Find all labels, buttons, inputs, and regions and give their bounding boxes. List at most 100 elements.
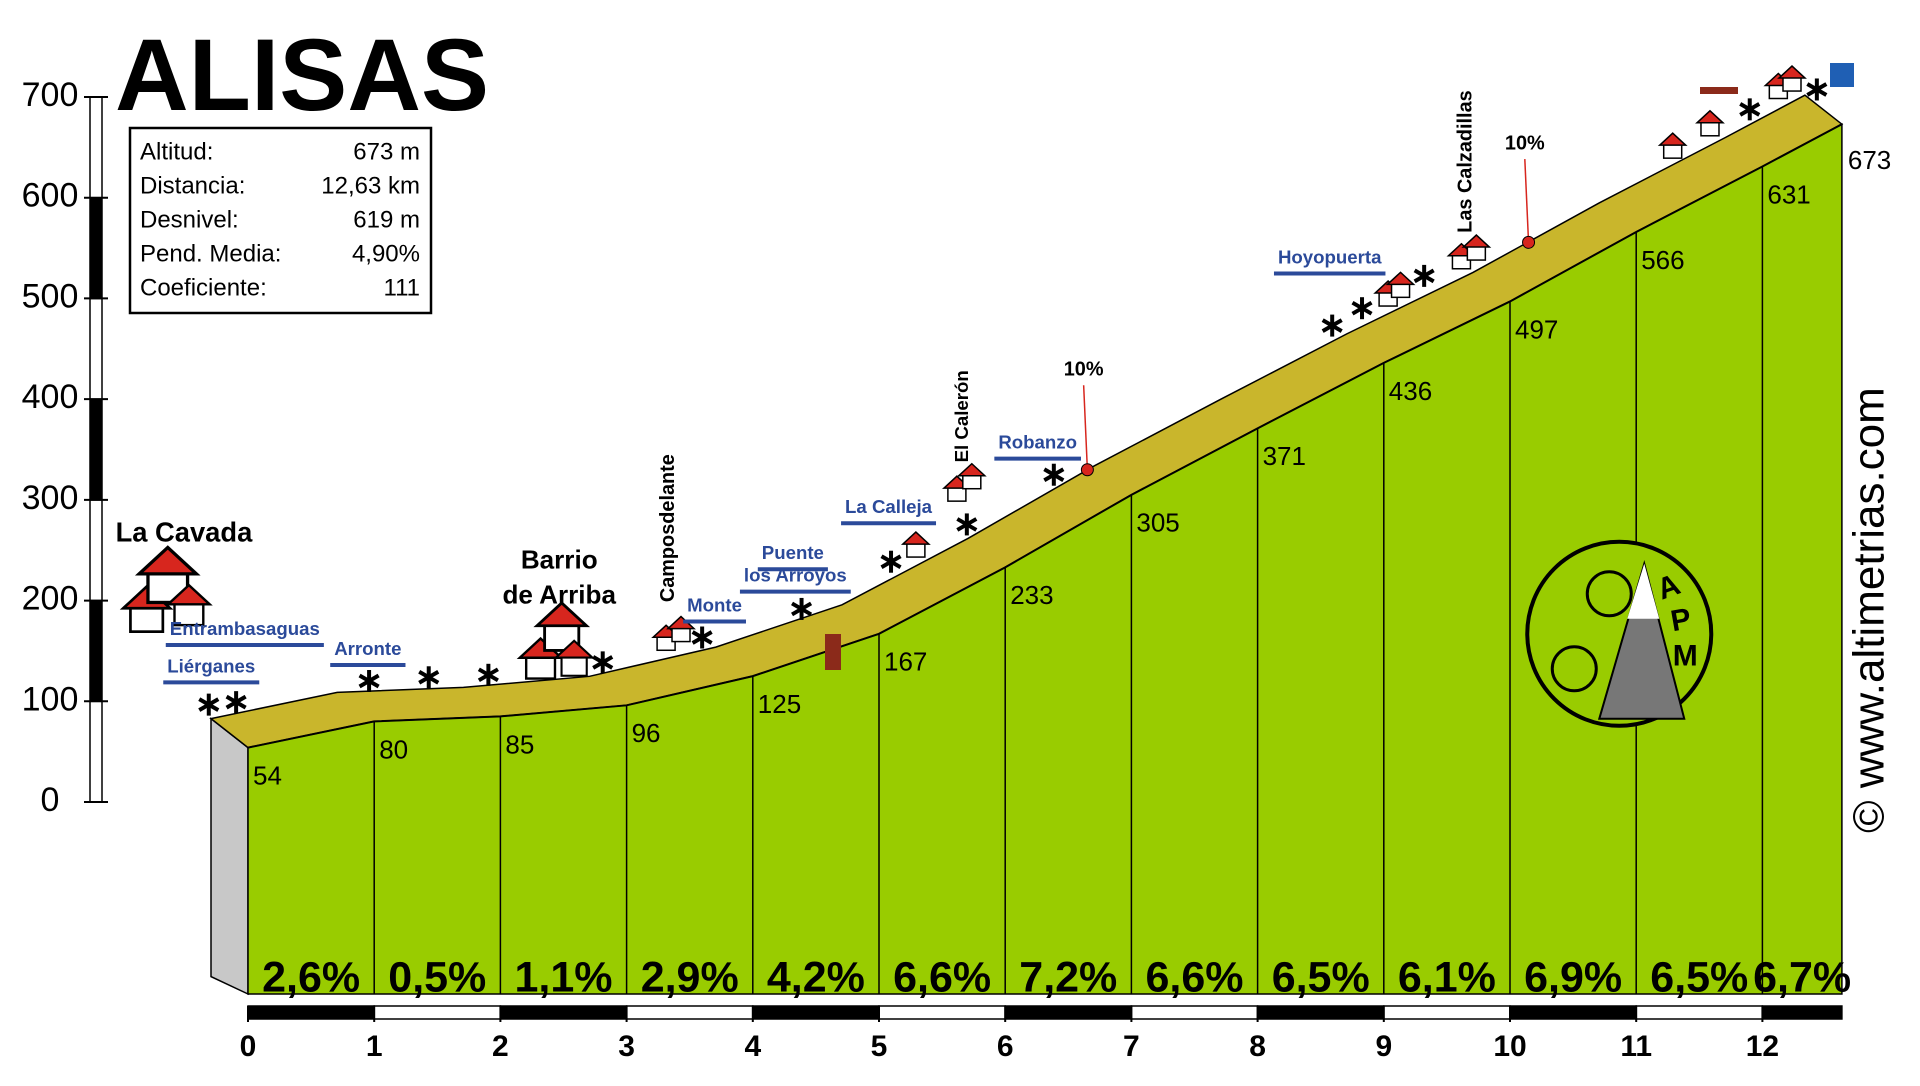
x-tick-label: 7	[1123, 1030, 1140, 1063]
asterisk-stroke	[956, 517, 978, 532]
logo-wheel	[1550, 645, 1598, 693]
place-label: Camposdelante	[657, 454, 679, 602]
altitude-label: 80	[379, 734, 408, 764]
axis-bar-segment	[89, 297, 103, 400]
house-icon	[1777, 65, 1807, 92]
altitude-label: 125	[758, 689, 801, 719]
marker-dot	[1080, 463, 1094, 477]
profile-line	[247, 123, 1843, 749]
asterisk-stroke	[592, 655, 614, 670]
asterisk-icon	[691, 626, 713, 649]
asterisk-icon	[1043, 463, 1065, 486]
summit-marker	[1700, 87, 1738, 94]
y-tick-label: 600	[22, 177, 79, 215]
altitude-label: 54	[253, 760, 282, 790]
x-bar-segment	[1635, 1005, 1764, 1020]
axis-bar-segment	[89, 196, 103, 300]
y-tick-label: 300	[22, 479, 79, 517]
x-bar-segment	[1509, 1005, 1637, 1020]
altitude-label: 233	[1010, 580, 1053, 610]
asterisk-stroke	[1806, 82, 1828, 97]
house-roof	[134, 545, 201, 576]
gradient-label: 7,2%	[1019, 953, 1117, 1001]
credit: © www.altimetrias.com	[1845, 387, 1894, 833]
place-label: El Calerón	[951, 370, 972, 462]
altitude-label: 305	[1136, 508, 1179, 538]
house-wall	[146, 570, 190, 605]
asterisk-stroke	[791, 601, 813, 617]
y-tick-label: 0	[41, 781, 60, 819]
altitude-label: 96	[632, 718, 661, 748]
x-tick-label: 8	[1249, 1030, 1266, 1063]
asterisk-icon	[791, 597, 813, 620]
house-wall	[560, 655, 588, 677]
x-tick-label: 5	[871, 1030, 888, 1063]
altitude-label: 167	[884, 647, 927, 677]
house-wall	[1700, 121, 1720, 137]
gradient-label: 6,6%	[1145, 953, 1243, 1001]
marker-stem	[1082, 385, 1089, 470]
y-tick-label: 100	[22, 680, 79, 718]
place-label: Hoyopuerta	[1278, 246, 1382, 267]
house-wall	[962, 473, 982, 490]
house-icon	[666, 615, 696, 643]
house-icon	[1657, 132, 1688, 159]
asterisk-stroke	[198, 697, 220, 712]
x-bar-segment	[1004, 1005, 1133, 1020]
house-roof	[533, 601, 591, 628]
x-bar-segment	[247, 1005, 375, 1020]
gradient-label: 6,6%	[893, 953, 991, 1001]
place-label: Arronte	[334, 638, 401, 659]
profile-side	[210, 717, 249, 996]
place-label: Puente	[762, 542, 824, 563]
house-wall	[524, 654, 557, 680]
logo-letter: M	[1673, 640, 1698, 673]
info-box	[128, 126, 433, 315]
axis-bar-segment	[89, 700, 103, 803]
asterisk-stroke	[1413, 268, 1435, 284]
gradient-label: 2,9%	[641, 953, 739, 1001]
marker-stem	[1524, 159, 1530, 243]
marker-dot	[1522, 235, 1536, 249]
place-label: de Arriba	[502, 579, 616, 609]
asterisk-stroke	[880, 554, 902, 569]
asterisk-icon	[1413, 264, 1435, 287]
altitude-label: 566	[1641, 245, 1684, 275]
house-roof	[900, 531, 931, 545]
logo-snow	[1627, 563, 1660, 619]
altitude-label: 371	[1263, 441, 1306, 471]
asterisk-icon	[1806, 78, 1828, 101]
x-bar-segment	[1130, 1005, 1259, 1020]
asterisk-stroke	[1043, 467, 1065, 482]
house-icon	[1385, 271, 1416, 299]
info-value: 4,90%	[352, 240, 420, 267]
asterisk-icon	[1321, 314, 1343, 337]
house-icon	[553, 639, 596, 677]
axis-bar-segment	[89, 499, 103, 602]
info-value: 619 m	[353, 206, 420, 233]
gradient-label: 6,9%	[1524, 953, 1622, 1001]
place-label: La Calleja	[845, 496, 933, 517]
x-bar-segment	[878, 1005, 1006, 1020]
asterisk-stroke	[1321, 318, 1343, 333]
house-icon	[533, 601, 591, 652]
x-tick-label: 4	[744, 1030, 761, 1063]
x-bar-segment	[625, 1005, 754, 1020]
x-tick-label: 3	[618, 1030, 635, 1063]
logo-mountain	[1597, 560, 1686, 720]
house-icon	[1695, 109, 1725, 137]
house-icon	[134, 545, 201, 605]
house-roof	[1385, 271, 1416, 286]
altitude-label: 631	[1767, 179, 1810, 209]
x-bar-segment	[1256, 1005, 1385, 1020]
x-tick-label: 12	[1746, 1030, 1779, 1063]
info-label: Altitud:	[140, 138, 213, 165]
house-roof	[956, 462, 987, 477]
x-bar-segment	[1383, 1005, 1511, 1020]
asterisk-stroke	[225, 694, 247, 710]
house-roof	[1777, 65, 1807, 79]
house-wall	[1782, 76, 1802, 92]
x-bar-segment	[752, 1005, 880, 1020]
house-wall	[671, 626, 691, 643]
